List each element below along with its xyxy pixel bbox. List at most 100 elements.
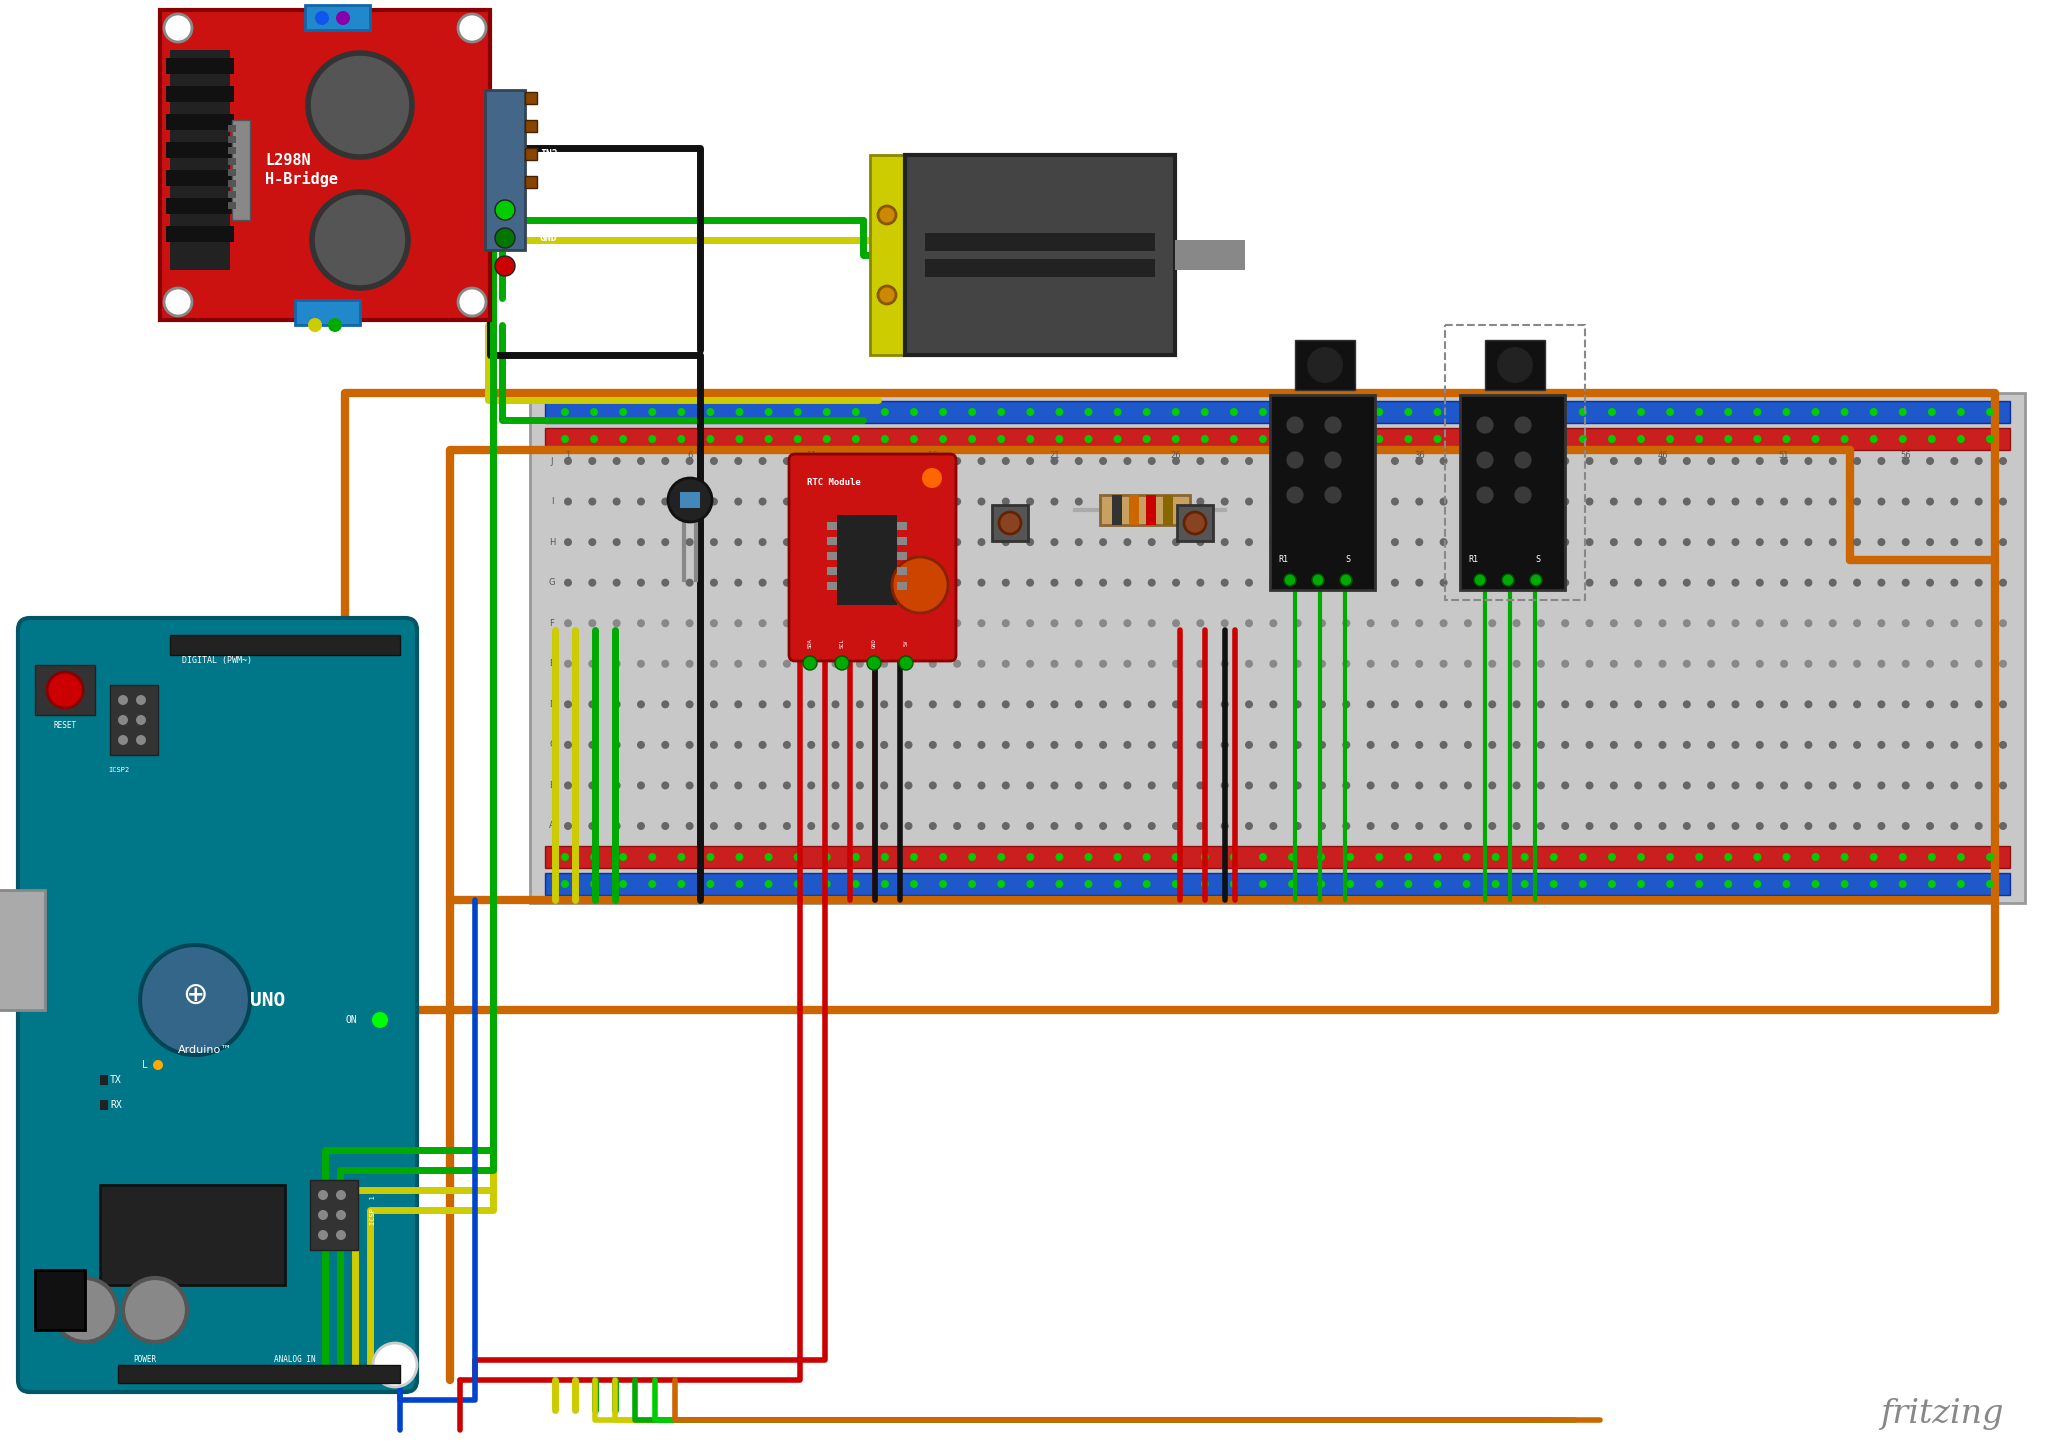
Circle shape — [637, 822, 645, 830]
Circle shape — [686, 822, 694, 830]
Circle shape — [1171, 538, 1180, 547]
Circle shape — [317, 1210, 328, 1220]
Bar — [1147, 494, 1155, 525]
Circle shape — [1147, 538, 1155, 547]
Text: 46: 46 — [1657, 451, 1667, 459]
Circle shape — [1610, 619, 1618, 627]
Circle shape — [1522, 409, 1528, 416]
Circle shape — [930, 497, 936, 506]
Circle shape — [881, 619, 889, 627]
Circle shape — [561, 435, 569, 443]
Circle shape — [1708, 781, 1714, 790]
Circle shape — [997, 853, 1006, 861]
Circle shape — [782, 457, 791, 465]
Circle shape — [807, 619, 815, 627]
Circle shape — [1585, 822, 1593, 830]
Circle shape — [1708, 619, 1714, 627]
Circle shape — [637, 701, 645, 708]
Text: B: B — [549, 781, 555, 790]
Circle shape — [930, 538, 936, 547]
Circle shape — [1440, 457, 1448, 465]
Circle shape — [1841, 880, 1849, 888]
Circle shape — [1001, 538, 1010, 547]
Circle shape — [164, 288, 193, 316]
Circle shape — [1001, 781, 1010, 790]
Circle shape — [612, 497, 621, 506]
Circle shape — [1755, 742, 1763, 749]
Circle shape — [1987, 435, 1995, 443]
Bar — [170, 635, 399, 654]
Bar — [231, 121, 250, 220]
Circle shape — [905, 660, 913, 667]
Circle shape — [881, 701, 889, 708]
Circle shape — [1925, 579, 1933, 586]
Circle shape — [1462, 435, 1470, 443]
Circle shape — [852, 853, 860, 861]
Circle shape — [831, 538, 840, 547]
Circle shape — [1724, 853, 1733, 861]
Circle shape — [1667, 853, 1673, 861]
Circle shape — [1659, 579, 1667, 586]
Circle shape — [47, 672, 84, 708]
Circle shape — [905, 538, 913, 547]
Circle shape — [1323, 449, 1343, 470]
Circle shape — [1319, 742, 1325, 749]
Circle shape — [686, 457, 694, 465]
Circle shape — [1489, 579, 1497, 586]
Circle shape — [1171, 660, 1180, 667]
Circle shape — [930, 701, 936, 708]
Circle shape — [764, 880, 772, 888]
Circle shape — [856, 742, 864, 749]
Circle shape — [1829, 497, 1837, 506]
Circle shape — [1026, 579, 1034, 586]
Bar — [838, 515, 897, 605]
Circle shape — [1440, 701, 1448, 708]
Circle shape — [782, 781, 791, 790]
Circle shape — [969, 409, 977, 416]
Circle shape — [1366, 781, 1374, 790]
Circle shape — [1812, 880, 1819, 888]
Bar — [170, 49, 229, 270]
Circle shape — [1950, 579, 1958, 586]
Bar — [227, 202, 236, 209]
Circle shape — [1708, 742, 1714, 749]
Circle shape — [1804, 538, 1812, 547]
Circle shape — [969, 435, 977, 443]
Circle shape — [1958, 435, 1964, 443]
Circle shape — [1731, 781, 1739, 790]
Circle shape — [563, 742, 571, 749]
Circle shape — [637, 660, 645, 667]
Circle shape — [1491, 435, 1499, 443]
Circle shape — [678, 435, 686, 443]
Circle shape — [782, 822, 791, 830]
Text: C: C — [549, 740, 555, 749]
Circle shape — [637, 579, 645, 586]
Circle shape — [1634, 701, 1642, 708]
Circle shape — [1196, 660, 1204, 667]
Circle shape — [1415, 497, 1423, 506]
Circle shape — [1323, 486, 1343, 505]
Circle shape — [735, 701, 741, 708]
Circle shape — [977, 538, 985, 547]
Circle shape — [686, 619, 694, 627]
Circle shape — [1634, 619, 1642, 627]
Circle shape — [1634, 538, 1642, 547]
Circle shape — [1100, 497, 1108, 506]
Circle shape — [1100, 660, 1108, 667]
Circle shape — [735, 880, 743, 888]
Circle shape — [930, 619, 936, 627]
Circle shape — [1001, 497, 1010, 506]
Circle shape — [1100, 619, 1108, 627]
Circle shape — [1536, 619, 1544, 627]
Circle shape — [1464, 742, 1473, 749]
Circle shape — [1075, 822, 1083, 830]
Text: R1: R1 — [1468, 555, 1479, 564]
Circle shape — [881, 742, 889, 749]
Circle shape — [1585, 457, 1593, 465]
Circle shape — [1147, 579, 1155, 586]
Circle shape — [999, 512, 1022, 534]
Circle shape — [1812, 435, 1819, 443]
Circle shape — [1974, 457, 1982, 465]
Circle shape — [662, 742, 670, 749]
Circle shape — [1415, 822, 1423, 830]
